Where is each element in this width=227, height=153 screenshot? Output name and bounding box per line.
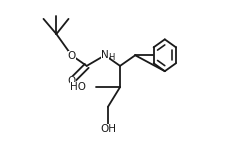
Text: N: N xyxy=(101,50,108,60)
Text: HO: HO xyxy=(70,82,86,92)
Text: O: O xyxy=(67,76,76,86)
Text: OH: OH xyxy=(99,124,115,134)
Text: O: O xyxy=(67,51,76,61)
Text: H: H xyxy=(107,52,114,62)
